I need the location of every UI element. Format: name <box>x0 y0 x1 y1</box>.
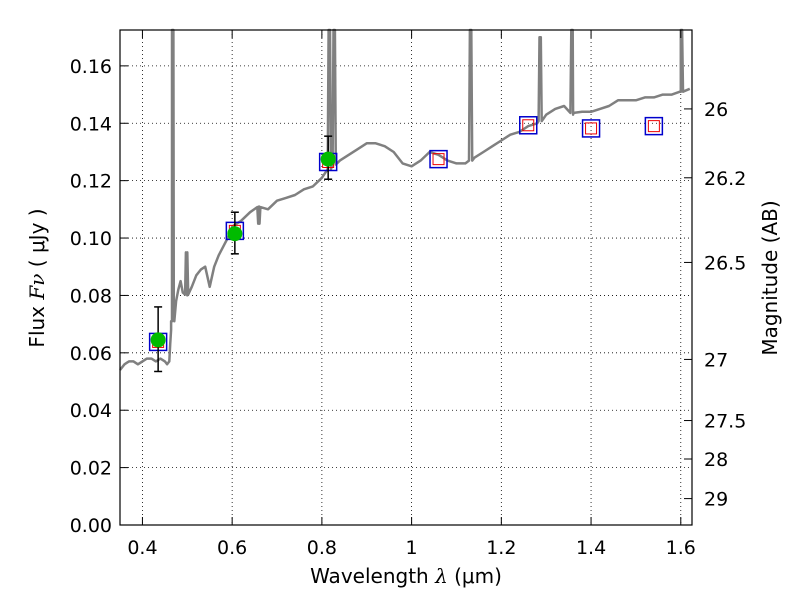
y-tick-label: 0.14 <box>70 113 112 135</box>
y2-axis-title: Magnitude (AB) <box>758 200 782 355</box>
y2-tick-label: 28 <box>704 449 728 471</box>
axis-ticks: 0.4 0.6 0.8 1 1.2 1.4 1.6 0.00 0.02 0.04 0.06 0.08 0… <box>70 30 746 559</box>
y-axis-title: Flux Fν ( μJy ) <box>25 208 49 347</box>
y-tick-label: 0.00 <box>70 515 112 537</box>
y-tick-label: 0.08 <box>70 285 112 307</box>
model-flux-box <box>429 149 448 169</box>
y2-tick-label: 27 <box>704 349 728 371</box>
x-tick-label: 1.6 <box>666 537 696 559</box>
model-flux-inner-box <box>432 153 445 166</box>
plot-background <box>120 30 692 525</box>
y2-tick-label: 26.5 <box>704 252 746 274</box>
observed-flux-point <box>227 226 243 242</box>
x-tick-label: 0.4 <box>127 537 157 559</box>
x-axis-title: Wavelength λ (μm) <box>310 564 502 588</box>
y2-tick-label: 29 <box>704 489 728 511</box>
model-flux-box <box>581 119 601 138</box>
y2-tick-label: 27.5 <box>704 411 746 433</box>
y2-tick-label: 26.2 <box>704 168 746 190</box>
photometry-markers <box>148 116 664 373</box>
x-tick-label: 1.2 <box>486 537 516 559</box>
y-tick-label: 0.16 <box>70 56 112 78</box>
x-tick-label: 1.4 <box>576 537 606 559</box>
x-tick-label: 1 <box>406 537 418 559</box>
plot-frame <box>119 29 693 526</box>
x-tick-label: 0.6 <box>217 537 247 559</box>
model-flux-inner-box <box>647 120 660 133</box>
model-flux-inner-box <box>522 119 535 132</box>
y-tick-label: 0.12 <box>70 171 112 193</box>
model-flux-box <box>519 116 538 135</box>
y-tick-label: 0.10 <box>70 228 112 250</box>
observed-flux-point <box>320 151 336 167</box>
model-flux-inner-box <box>585 122 598 135</box>
y-tick-label: 0.04 <box>70 400 112 422</box>
x-tick-label: 0.8 <box>307 537 337 559</box>
model-flux-box <box>644 116 664 136</box>
y-tick-label: 0.06 <box>70 343 112 365</box>
observed-flux-point <box>150 332 166 348</box>
y-tick-label: 0.02 <box>70 458 112 480</box>
y2-tick-label: 26 <box>704 99 728 121</box>
